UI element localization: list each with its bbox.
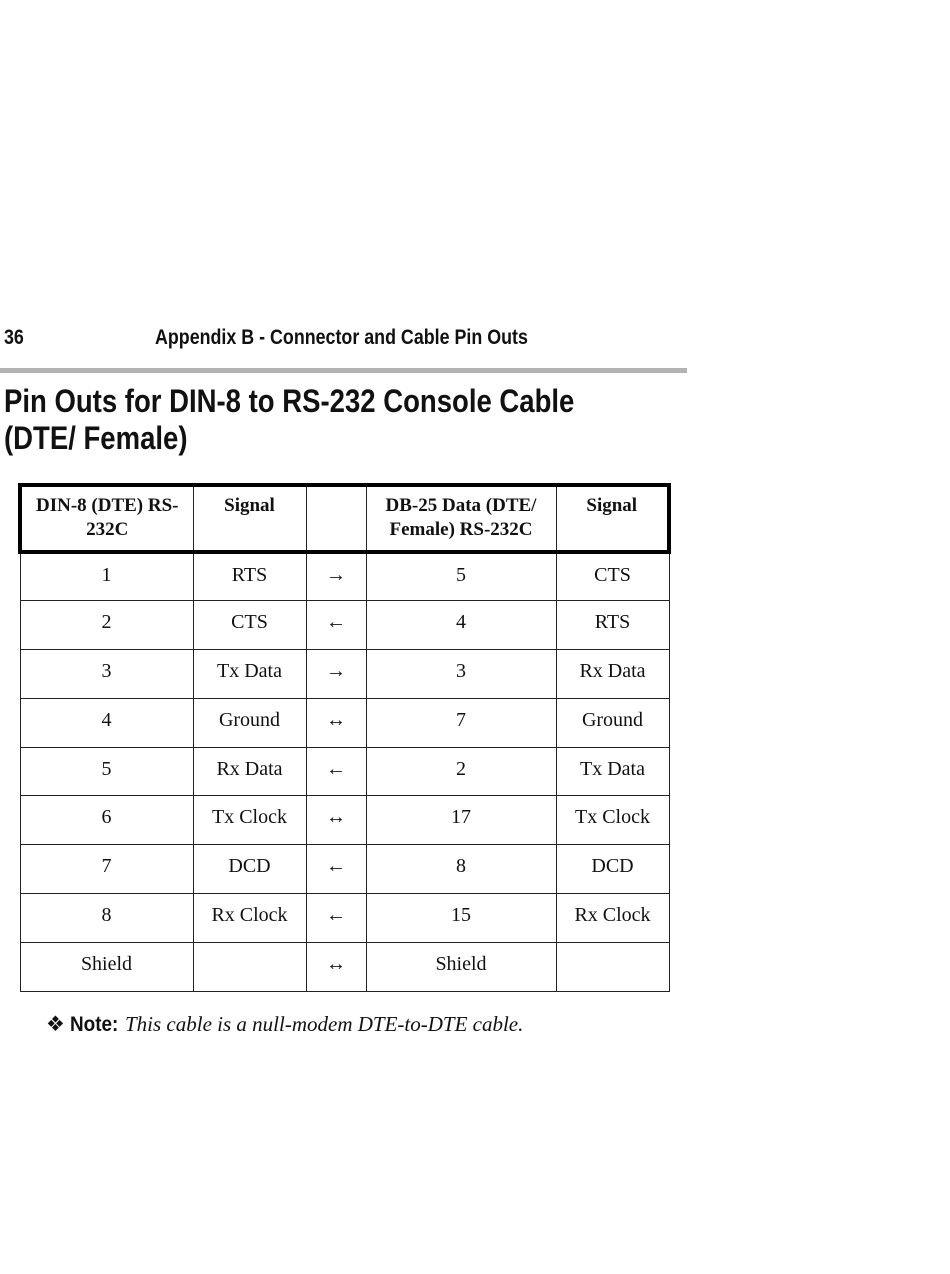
table-row: 4 Ground ↔ 7 Ground xyxy=(19,697,670,748)
table-header-row: DIN-8 (DTE) RS-232C Signal DB-25 Data (DTE… xyxy=(18,483,671,554)
table-cell: 2 xyxy=(365,746,557,797)
table-cell: 3 xyxy=(19,649,194,699)
table-cell: 8 xyxy=(365,844,557,895)
table-cell: Rx Clock xyxy=(555,893,670,943)
table-cell: DCD xyxy=(192,844,307,895)
header-rule xyxy=(0,368,687,373)
table-cell: Shield xyxy=(19,941,194,992)
page-number: 36 xyxy=(4,326,24,349)
table-cell: 7 xyxy=(19,844,194,895)
table-cell: 4 xyxy=(19,697,194,748)
table-row: 7 DCD ← 8 DCD xyxy=(19,844,670,895)
note-label: Note: xyxy=(70,1013,119,1036)
table-cell: Tx Clock xyxy=(555,795,670,846)
table-cell: 2 xyxy=(19,600,194,651)
column-header: Signal xyxy=(192,483,307,554)
table-cell: 15 xyxy=(365,893,557,943)
table-cell: 8 xyxy=(19,893,194,943)
table-cell: Tx Data xyxy=(555,746,670,797)
table-cell: 3 xyxy=(365,649,557,699)
table-cell: 7 xyxy=(365,697,557,748)
table-cell: RTS xyxy=(555,600,670,651)
table-row: 3 Tx Data → 3 Rx Data xyxy=(19,649,670,699)
table-cell: 6 xyxy=(19,795,194,846)
table-cell: Ground xyxy=(555,697,670,748)
direction-arrow-icon: ← xyxy=(305,844,367,895)
table-cell: CTS xyxy=(192,600,307,651)
section-title: Pin Outs for DIN-8 to RS-232 Console Cab… xyxy=(4,383,575,456)
direction-arrow-icon: ↔ xyxy=(305,941,367,992)
pinout-table: DIN-8 (DTE) RS-232C Signal DB-25 Data (DTE… xyxy=(18,483,671,992)
table-row: 1 RTS → 5 CTS xyxy=(19,551,670,602)
direction-arrow-icon: → xyxy=(305,551,367,602)
table-cell: 4 xyxy=(365,600,557,651)
table-cell: Tx Data xyxy=(192,649,307,699)
direction-arrow-icon: ↔ xyxy=(305,795,367,846)
table-cell: CTS xyxy=(555,551,670,602)
note: ❖ Note: This cable is a null-modem DTE-t… xyxy=(46,1012,523,1037)
direction-arrow-icon: ← xyxy=(305,893,367,943)
table-cell: Tx Clock xyxy=(192,795,307,846)
table-cell xyxy=(192,941,307,992)
note-text: This cable is a null-modem DTE-to-DTE ca… xyxy=(125,1012,524,1036)
table-cell: 5 xyxy=(19,746,194,797)
table-cell: Rx Data xyxy=(192,746,307,797)
direction-arrow-icon: ← xyxy=(305,600,367,651)
table-row: 2 CTS ← 4 RTS xyxy=(19,600,670,651)
column-header: DB-25 Data (DTE/ Female) RS-232C xyxy=(365,483,557,554)
table-cell: Ground xyxy=(192,697,307,748)
column-header: Signal xyxy=(555,483,671,554)
running-title: Appendix B - Connector and Cable Pin Out… xyxy=(155,326,528,349)
table-cell: 17 xyxy=(365,795,557,846)
direction-arrow-icon: → xyxy=(305,649,367,699)
table-cell: Rx Clock xyxy=(192,893,307,943)
table-cell: Rx Data xyxy=(555,649,670,699)
table-cell: RTS xyxy=(192,551,307,602)
table-row: 6 Tx Clock ↔ 17 Tx Clock xyxy=(19,795,670,846)
direction-arrow-icon: ↔ xyxy=(305,697,367,748)
direction-arrow-icon: ← xyxy=(305,746,367,797)
column-header: DIN-8 (DTE) RS-232C xyxy=(18,483,194,554)
column-header xyxy=(305,483,367,554)
table-cell: 1 xyxy=(19,551,194,602)
table-row: 5 Rx Data ← 2 Tx Data xyxy=(19,746,670,797)
table-cell: 5 xyxy=(365,551,557,602)
table-cell xyxy=(555,941,670,992)
table-cell: DCD xyxy=(555,844,670,895)
table-cell: Shield xyxy=(365,941,557,992)
table-row: Shield ↔ Shield xyxy=(19,941,670,992)
table-row: 8 Rx Clock ← 15 Rx Clock xyxy=(19,893,670,943)
diamond-bullet-icon: ❖ xyxy=(46,1012,65,1036)
